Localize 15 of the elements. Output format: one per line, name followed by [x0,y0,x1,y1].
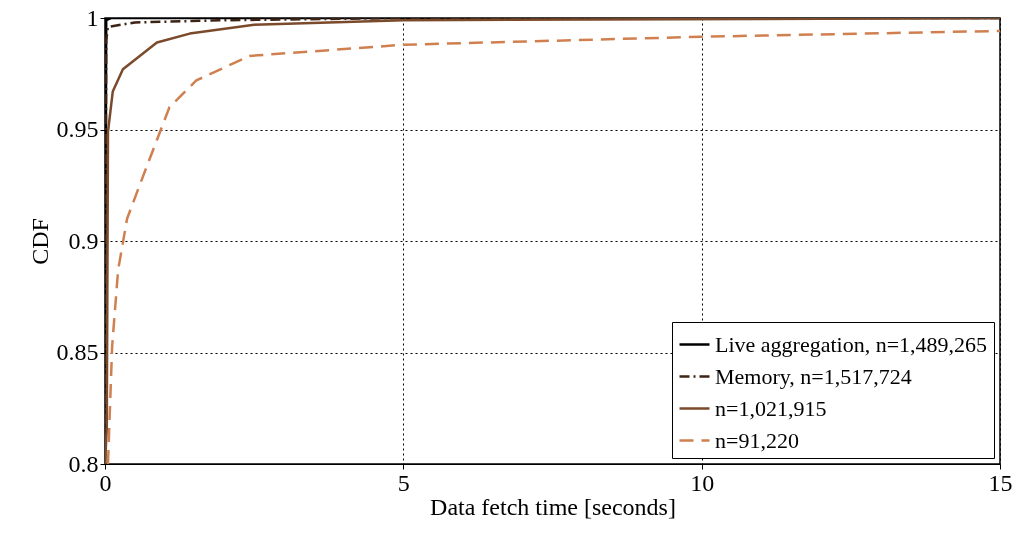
legend-label: Live aggregation, n=1,489,265 [715,331,988,357]
y-tick-label: 0.8 [68,450,99,477]
legend-label: n=91,220 [715,427,799,453]
y-tick-label: 0.85 [56,339,99,365]
x-axis-title: Data fetch time [seconds] [430,493,676,520]
y-axis-title: CDF [26,218,53,265]
legend-label: n=1,021,915 [715,395,827,421]
x-tick-label: 10 [690,469,715,496]
x-tick-label: 5 [397,469,410,496]
legend-label: Memory, n=1,517,724 [715,363,912,389]
y-tick-label: 0.95 [56,116,99,142]
x-tick-label: 15 [988,469,1013,496]
y-tick-label: 0.9 [68,227,99,254]
x-tick-label: 0 [99,469,112,496]
y-tick-label: 1 [86,4,99,31]
